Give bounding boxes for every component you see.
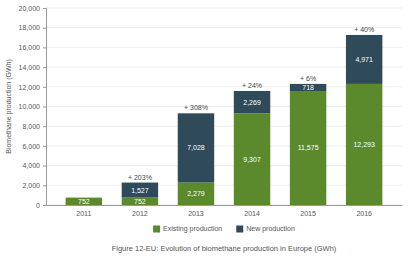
tick-mark xyxy=(43,28,46,29)
tick: 18,000 xyxy=(19,24,46,31)
tick-label: 14,000 xyxy=(19,64,41,71)
data-label: 752 xyxy=(78,198,90,205)
tick-label: 16,000 xyxy=(19,44,41,51)
chart: 752 752 1,527 2,279 7,028 9,307 2,269 11,575 718… xyxy=(0,0,410,259)
data-label: 2,279 xyxy=(187,190,205,197)
tick-label: 4,000 xyxy=(22,162,40,169)
tick: 2016 xyxy=(356,210,372,217)
x-axis: 2011 2012 2013 2014 2015 2016 xyxy=(47,206,403,217)
annotation: + 308% xyxy=(184,104,208,111)
tick-mark xyxy=(43,107,46,108)
tick-mark xyxy=(43,67,46,68)
tick-label: 2011 xyxy=(76,210,91,217)
bar-segment xyxy=(346,35,382,84)
tick-label: 18,000 xyxy=(19,24,41,31)
data-label: 12,293 xyxy=(353,141,375,148)
tick: 16,000 xyxy=(19,44,46,51)
tick: 2013 xyxy=(188,210,204,217)
data-label: 752 xyxy=(134,198,146,205)
tick: 2,000 xyxy=(22,182,46,189)
tick-label: 6,000 xyxy=(22,143,40,150)
data-label: 4,971 xyxy=(355,56,373,63)
tick-label: 20,000 xyxy=(19,5,41,12)
data-label: 11,575 xyxy=(298,144,319,151)
tick-mark xyxy=(43,47,46,48)
grid-line xyxy=(46,27,402,28)
tick: 2012 xyxy=(132,210,148,217)
legend-label: New production xyxy=(246,225,295,233)
bar-segment xyxy=(346,84,382,205)
tick-mark xyxy=(43,205,46,206)
data-label: 1,527 xyxy=(131,187,149,194)
tick-label: 12,000 xyxy=(19,84,41,91)
bar-segment xyxy=(178,113,214,182)
tick-label: 2015 xyxy=(300,210,316,217)
axis-title: Biomethane production (GWh) xyxy=(5,59,13,154)
tick: 0 xyxy=(36,202,46,209)
bar-segment xyxy=(178,183,214,205)
tick: 4,000 xyxy=(22,162,46,169)
bar-segment xyxy=(66,198,102,205)
legend-item: New production xyxy=(236,225,295,233)
tick: 2015 xyxy=(300,210,316,217)
bar-segment xyxy=(290,91,326,205)
tick-mark xyxy=(43,185,46,186)
data-labels: 752 752 1,527 2,279 7,028 9,307 2,269 11,575 718… xyxy=(78,56,375,205)
bar-segment xyxy=(122,183,158,198)
y-axis: 0 2,000 4,000 6,000 8,000 10,000 12,000 14,000 1… xyxy=(19,5,47,209)
bar-segment xyxy=(122,198,158,205)
tick: 2014 xyxy=(244,210,260,217)
tick: 20,000 xyxy=(19,5,46,12)
annotation: + 24% xyxy=(242,82,262,89)
bar-segment xyxy=(290,84,326,91)
tick: 10,000 xyxy=(19,103,46,110)
annotation: + 6% xyxy=(300,75,316,82)
tick-mark xyxy=(43,87,46,88)
tick-label: 2014 xyxy=(244,210,260,217)
tick-mark xyxy=(43,126,46,127)
tick: 6,000 xyxy=(22,143,46,150)
tick-mark xyxy=(43,166,46,167)
title: Figure 12-EU: Evolution of biomethane pr… xyxy=(112,244,337,253)
legend-item: Existing production xyxy=(153,225,222,233)
annotation: + 203% xyxy=(128,174,152,181)
tick-label: 2,000 xyxy=(22,182,40,189)
tick: 2011 xyxy=(76,210,91,217)
legend-swatch xyxy=(236,226,243,233)
data-label: 7,028 xyxy=(187,144,205,151)
data-label: 718 xyxy=(302,84,314,91)
tick-label: 2016 xyxy=(356,210,372,217)
bar-segment xyxy=(234,91,270,113)
tick: 14,000 xyxy=(19,64,46,71)
data-label: 2,269 xyxy=(243,99,261,106)
grid xyxy=(46,8,402,205)
tick-label: 8,000 xyxy=(22,123,40,130)
legend-swatch xyxy=(153,226,160,233)
bars xyxy=(66,35,383,205)
annotation: + 40% xyxy=(354,26,374,33)
axis-line xyxy=(47,205,403,206)
legend: Existing production New production xyxy=(153,225,295,233)
legend-label: Existing production xyxy=(163,225,222,233)
tick-mark xyxy=(43,8,46,9)
tick-mark xyxy=(43,146,46,147)
bar-segment xyxy=(234,113,270,205)
tick-label: 0 xyxy=(36,202,40,209)
axis-line xyxy=(43,9,47,206)
grid-line xyxy=(46,8,402,9)
tick-label: 2013 xyxy=(188,210,204,217)
tick-label: 10,000 xyxy=(19,103,41,110)
tick-label: 2012 xyxy=(132,210,148,217)
tick: 12,000 xyxy=(19,84,46,91)
data-label: 9,307 xyxy=(243,156,261,163)
tick: 8,000 xyxy=(22,123,46,130)
